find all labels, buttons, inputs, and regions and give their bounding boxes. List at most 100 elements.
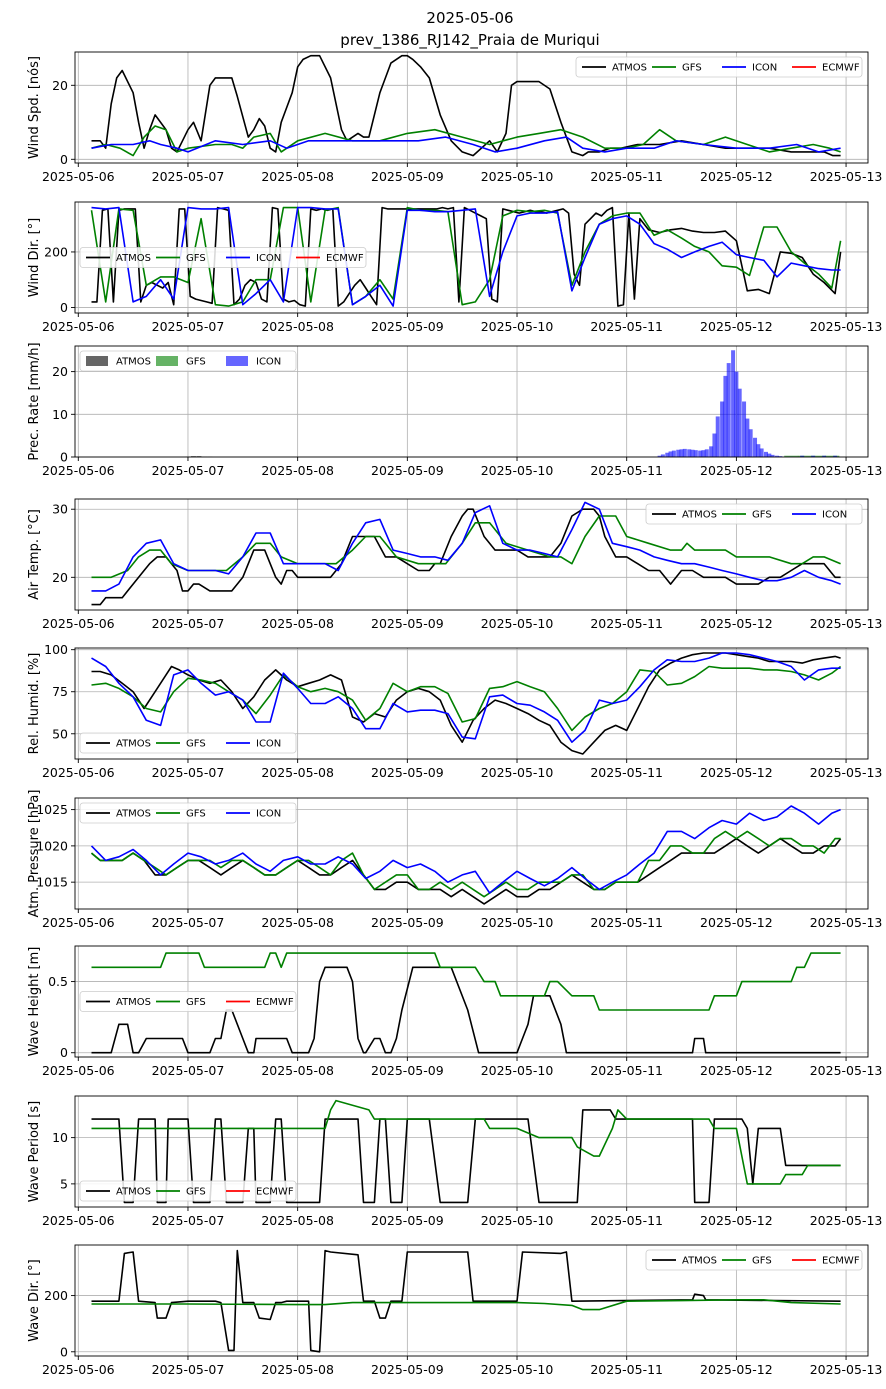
- axes-frame: [74, 498, 869, 611]
- series-line-gfs: [91, 1099, 841, 1185]
- series-line-icon: [91, 501, 841, 592]
- y-axis-label: Wind Spd. [nós]: [27, 56, 42, 159]
- bar-icon: [715, 416, 720, 457]
- bar-icon: [737, 388, 742, 457]
- axes-frame: [74, 201, 869, 314]
- x-tick-label: 2025-05-06: [42, 1063, 115, 1078]
- x-tick-label: 2025-05-08: [261, 169, 334, 184]
- panel-5: 2025-05-06 2025-05-07 2025-05-08 2025-05-09…: [27, 642, 882, 780]
- bar-icon: [701, 450, 706, 457]
- bar-icon: [720, 401, 725, 457]
- x-tick-label: 2025-05-13: [810, 1063, 883, 1078]
- bar-icon: [671, 450, 676, 457]
- bar-gfs: [811, 455, 826, 457]
- x-tick-label: 2025-05-08: [261, 319, 334, 334]
- x-tick-label: 2025-05-09: [371, 1063, 444, 1078]
- figure-title: 2025-05-06: [426, 9, 513, 27]
- x-tick-label: 2025-05-10: [481, 915, 554, 930]
- bar-icon: [709, 446, 714, 457]
- y-tick-label: 0: [60, 152, 68, 167]
- legend-label: ECMWF: [256, 1187, 294, 1198]
- legend: ATMOS GFS ICON ECMWF: [575, 56, 863, 78]
- x-tick-label: 2025-05-12: [700, 1213, 773, 1228]
- legend: ATMOS GFS ECMWF: [79, 1180, 297, 1202]
- panel-7: 2025-05-06 2025-05-07 2025-05-08 2025-05-09…: [27, 945, 883, 1078]
- legend-label: GFS: [186, 253, 206, 264]
- x-tick-label: 2025-05-10: [481, 319, 554, 334]
- x-tick-label: 2025-05-08: [261, 463, 334, 478]
- x-tick-label: 2025-05-10: [481, 169, 554, 184]
- series-line-gfs: [91, 1299, 841, 1311]
- axes-frame: [74, 51, 869, 164]
- figure-subtitle: prev_1386_RJ142_Praia de Muriqui: [340, 31, 599, 50]
- plot-area: [91, 1249, 841, 1353]
- x-tick-label: 2025-05-11: [590, 915, 663, 930]
- x-tick-label: 2025-05-07: [152, 463, 225, 478]
- legend-label: ATMOS: [612, 63, 647, 74]
- x-tick-label: 2025-05-07: [152, 1063, 225, 1078]
- plot-area: [90, 805, 842, 905]
- bar-icon: [665, 452, 670, 457]
- y-tick-label: 10: [52, 1130, 68, 1145]
- legend-label: GFS: [186, 357, 206, 368]
- x-tick-label: 2025-05-06: [42, 616, 115, 631]
- x-tick-label: 2025-05-08: [261, 915, 334, 930]
- x-tick-label: 2025-05-09: [371, 1362, 444, 1377]
- legend-label: ATMOS: [682, 1256, 717, 1267]
- x-tick-label: 2025-05-13: [810, 1362, 883, 1377]
- plot-area: [91, 952, 841, 1054]
- y-axis-label: Wave Dir. [°]: [27, 1259, 42, 1342]
- bar-icon: [833, 455, 838, 457]
- legend: ATMOS GFS ICON: [79, 732, 297, 754]
- bar-icon: [660, 454, 665, 457]
- x-tick-label: 2025-05-13: [810, 463, 883, 478]
- legend-label: GFS: [186, 1187, 206, 1198]
- legend-label: ICON: [256, 809, 281, 820]
- panel-6: 2025-05-06 2025-05-07 2025-05-08 2025-05-09…: [27, 790, 882, 930]
- y-axis-label: Wave Height [m]: [27, 947, 42, 1057]
- series-line-gfs: [91, 515, 841, 579]
- series-line-gfs: [91, 665, 842, 732]
- legend-box: [645, 1249, 863, 1271]
- bar-icon: [767, 453, 772, 457]
- x-tick-label: 2025-05-12: [700, 915, 773, 930]
- legend-label: ECMWF: [822, 63, 860, 74]
- y-tick-label: 20: [52, 570, 68, 585]
- y-tick-label: 0: [60, 300, 68, 315]
- legend-label: ECMWF: [256, 997, 294, 1008]
- legend-label: ICON: [822, 510, 847, 521]
- bar-icon: [723, 375, 728, 457]
- y-tick-label: 20: [52, 364, 68, 379]
- plot-area: [91, 652, 842, 755]
- axes-frame: [74, 1095, 869, 1208]
- bar-icon: [822, 455, 827, 457]
- x-tick-label: 2025-05-11: [590, 1362, 663, 1377]
- bar-icon: [657, 455, 662, 457]
- x-tick-label: 2025-05-06: [42, 1362, 115, 1377]
- legend-label: ATMOS: [116, 739, 151, 750]
- x-tick-label: 2025-05-11: [590, 1213, 663, 1228]
- x-tick-label: 2025-05-07: [152, 319, 225, 334]
- panel-2: 2025-05-06 2025-05-07 2025-05-08 2025-05-09…: [27, 201, 882, 334]
- bar-icon: [698, 450, 703, 457]
- legend-box: [79, 247, 367, 268]
- x-tick-label: 2025-05-11: [590, 616, 663, 631]
- bar-icon: [745, 418, 750, 457]
- x-tick-label: 2025-05-10: [481, 765, 554, 780]
- bar-icon: [753, 437, 758, 457]
- legend-swatch: [226, 356, 248, 366]
- y-tick-label: 75: [52, 684, 68, 699]
- x-tick-label: 2025-05-11: [590, 765, 663, 780]
- series-line-atmos: [91, 652, 841, 755]
- series-line-icon: [91, 652, 841, 744]
- y-axis-label: Wave Period [s]: [27, 1101, 42, 1202]
- panel-9: 2025-05-06 2025-05-07 2025-05-08 2025-05-09…: [27, 1244, 883, 1377]
- bar-icon: [712, 433, 717, 457]
- x-tick-label: 2025-05-10: [481, 1213, 554, 1228]
- bar-gfs: [784, 455, 799, 457]
- bar-icon: [742, 401, 747, 457]
- legend: ATMOS GFS ICON: [79, 802, 297, 824]
- x-tick-label: 2025-05-10: [481, 616, 554, 631]
- legend-label: GFS: [752, 510, 772, 521]
